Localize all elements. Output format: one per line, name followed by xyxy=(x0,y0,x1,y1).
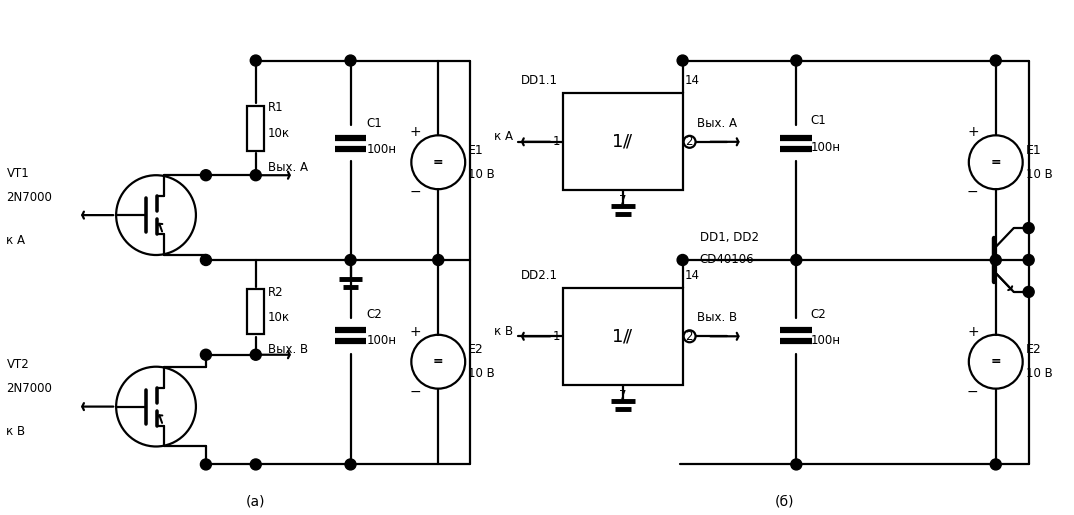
Circle shape xyxy=(433,254,444,265)
Bar xyxy=(563,93,683,190)
Text: 1: 1 xyxy=(552,135,560,148)
Circle shape xyxy=(201,349,212,360)
Circle shape xyxy=(201,254,212,265)
Text: +: + xyxy=(409,125,421,140)
Text: DD2.1: DD2.1 xyxy=(521,269,558,282)
Text: VT1: VT1 xyxy=(6,167,29,180)
Text: E1: E1 xyxy=(1026,144,1042,157)
Text: 1$\mathit{/\!/}$: 1$\mathit{/\!/}$ xyxy=(611,328,634,345)
Text: 10 В: 10 В xyxy=(1026,168,1053,181)
Text: 100н: 100н xyxy=(366,143,396,156)
Text: 10 В: 10 В xyxy=(1026,367,1053,380)
Circle shape xyxy=(1024,286,1034,297)
Text: −: − xyxy=(409,185,421,199)
Text: 10к: 10к xyxy=(267,127,290,140)
Text: 1$\mathit{/\!/}$: 1$\mathit{/\!/}$ xyxy=(611,133,634,151)
Text: к А: к А xyxy=(494,130,513,143)
Circle shape xyxy=(790,459,802,470)
Text: 14: 14 xyxy=(684,269,699,282)
Text: C2: C2 xyxy=(366,308,382,321)
Text: E2: E2 xyxy=(1026,344,1042,356)
Bar xyxy=(247,106,264,151)
Text: 2: 2 xyxy=(685,330,693,343)
Circle shape xyxy=(250,459,261,470)
Text: R1: R1 xyxy=(267,101,284,114)
Text: =: = xyxy=(990,355,1001,368)
Text: (б): (б) xyxy=(774,494,794,508)
Text: C1: C1 xyxy=(366,117,382,130)
Circle shape xyxy=(250,55,261,66)
Circle shape xyxy=(345,254,355,265)
Text: +: + xyxy=(409,325,421,339)
Text: 10к: 10к xyxy=(267,312,290,324)
Text: −: − xyxy=(967,185,978,199)
Text: +: + xyxy=(967,125,978,140)
Text: R2: R2 xyxy=(267,286,284,299)
Circle shape xyxy=(345,55,355,66)
Text: =: = xyxy=(433,156,444,169)
Text: Вых. В: Вых. В xyxy=(697,312,737,324)
Circle shape xyxy=(677,254,688,265)
Bar xyxy=(563,288,683,385)
Text: 14: 14 xyxy=(684,75,699,88)
Text: −: − xyxy=(409,385,421,399)
Text: 100н: 100н xyxy=(810,334,840,347)
Text: 1: 1 xyxy=(552,330,560,343)
Text: 100н: 100н xyxy=(366,334,396,347)
Text: 7: 7 xyxy=(619,194,626,207)
Circle shape xyxy=(250,170,261,181)
Text: к А: к А xyxy=(6,233,26,247)
Circle shape xyxy=(1024,254,1034,265)
Circle shape xyxy=(250,349,261,360)
Text: Вых. В: Вых. В xyxy=(267,344,308,356)
Text: DD1.1: DD1.1 xyxy=(521,75,558,88)
Text: DD1, DD2: DD1, DD2 xyxy=(699,231,758,244)
Circle shape xyxy=(677,55,688,66)
Text: Вых. А: Вых. А xyxy=(267,161,308,174)
Text: =: = xyxy=(433,355,444,368)
Circle shape xyxy=(990,254,1001,265)
Text: CD40106: CD40106 xyxy=(699,253,754,266)
Text: 10 В: 10 В xyxy=(468,367,495,380)
Text: к В: к В xyxy=(6,425,26,438)
Circle shape xyxy=(790,55,802,66)
Circle shape xyxy=(790,254,802,265)
Text: 7: 7 xyxy=(619,389,626,402)
Text: 100н: 100н xyxy=(810,141,840,154)
Circle shape xyxy=(345,459,355,470)
Text: VT2: VT2 xyxy=(6,358,29,371)
Text: 10 В: 10 В xyxy=(468,168,495,181)
Circle shape xyxy=(990,459,1001,470)
Text: E1: E1 xyxy=(468,144,484,157)
Circle shape xyxy=(201,170,212,181)
Text: E2: E2 xyxy=(468,344,484,356)
Bar xyxy=(247,289,264,334)
Text: 2N7000: 2N7000 xyxy=(6,191,53,203)
Text: 2: 2 xyxy=(685,135,693,148)
Text: =: = xyxy=(990,156,1001,169)
Circle shape xyxy=(1024,222,1034,234)
Text: +: + xyxy=(967,325,978,339)
Text: (а): (а) xyxy=(246,494,265,508)
Text: C2: C2 xyxy=(810,308,826,321)
Circle shape xyxy=(990,55,1001,66)
Text: C1: C1 xyxy=(810,114,826,127)
Text: 2N7000: 2N7000 xyxy=(6,382,53,395)
Text: к В: к В xyxy=(494,325,513,338)
Circle shape xyxy=(201,459,212,470)
Text: Вых. А: Вых. А xyxy=(697,117,737,130)
Text: −: − xyxy=(967,385,978,399)
